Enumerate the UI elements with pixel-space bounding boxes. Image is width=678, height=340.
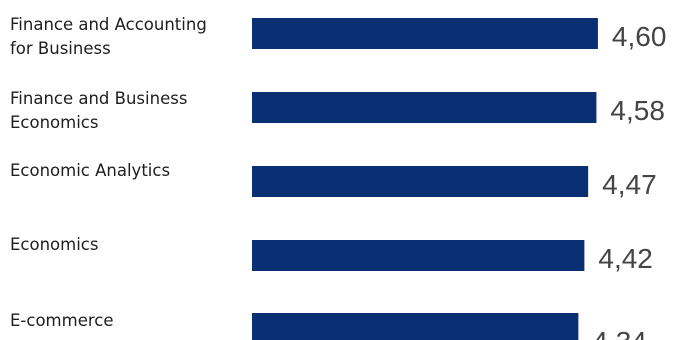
- category-labels-group: Finance and Accounting for Business Financ…: [10, 15, 207, 330]
- bar-1: [252, 18, 598, 49]
- bar-4: [252, 240, 585, 271]
- bars-group: [252, 18, 598, 340]
- bar-3: [252, 166, 589, 197]
- value-label-1: 4,60: [612, 21, 667, 52]
- value-label-4: 4,42: [598, 243, 653, 274]
- category-label-4: Economics: [10, 235, 98, 254]
- category-label-3: Economic Analytics: [10, 161, 170, 180]
- value-label-2: 4,58: [610, 95, 665, 126]
- category-label-5: E-commerce: [10, 311, 114, 330]
- value-labels-group: 4,60 4,58 4,47 4,42 4,34: [592, 21, 666, 340]
- bar-5: [252, 313, 579, 340]
- value-label-3: 4,47: [602, 169, 657, 200]
- value-label-5: 4,34: [592, 326, 647, 340]
- category-label-2: Finance and Business Economics: [10, 89, 187, 132]
- category-label-1: Finance and Accounting for Business: [10, 15, 207, 58]
- bar-2: [252, 92, 597, 123]
